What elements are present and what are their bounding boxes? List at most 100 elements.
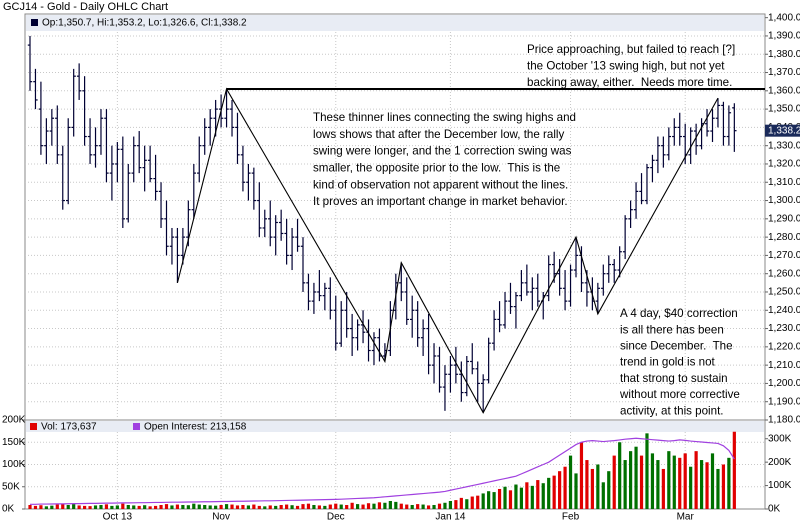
volume-bar [377, 502, 382, 509]
volume-bar [383, 502, 387, 509]
price-legend: Op:1,350.7, Hi:1,353.2, Lo:1,326.6, Cl:1… [42, 18, 247, 29]
volume-bar [263, 506, 267, 509]
volume-bar [629, 451, 633, 509]
volume-bar [181, 504, 185, 509]
volume-bar [186, 505, 190, 509]
volume-bar [721, 464, 726, 509]
volume-bar [705, 462, 709, 509]
y-tick-label: 1,400.0 [768, 12, 800, 23]
volume-bar [328, 504, 332, 509]
volume-bar [175, 504, 180, 509]
volume-bar [317, 505, 321, 509]
volume-bar [55, 504, 59, 509]
volume-bar [645, 433, 649, 509]
volume-bar [656, 460, 660, 509]
volume-bar [694, 451, 698, 509]
volume-bar [503, 486, 507, 509]
volume-bar [536, 480, 540, 509]
legend-swatch [31, 19, 38, 26]
volume-tick-label: 50K [2, 481, 20, 492]
volume-bar [93, 505, 98, 509]
annotation-text: smaller, the opposite prior to the low. … [313, 161, 560, 174]
volume-bar [448, 500, 453, 509]
annotation-text: swing were longer, and the 1 correction … [313, 145, 572, 158]
annotation-text: is all there has been [620, 323, 724, 336]
volume-bar [252, 504, 256, 509]
annotation-text: These thinner lines connecting the swing… [313, 111, 576, 124]
volume-bar [432, 504, 436, 509]
y-tick-label: 1,240.0 [768, 305, 800, 316]
volume-bar [421, 504, 425, 509]
volume-bar [607, 471, 611, 509]
volume-bar [426, 505, 431, 509]
volume-bar [547, 477, 551, 509]
volume-bar [137, 505, 141, 509]
volume-bar [710, 453, 715, 509]
volume-bar [153, 505, 158, 509]
volume-bar [579, 442, 584, 509]
x-tick-label: Mar [677, 512, 695, 523]
y-tick-label: 1,280.0 [768, 232, 800, 243]
volume-tick-label: 200K [2, 415, 26, 426]
volume-bar [121, 503, 125, 509]
volume-bar [44, 506, 48, 509]
volume-bar [727, 457, 731, 509]
volume-bar [312, 504, 316, 509]
volume-bar [492, 492, 496, 509]
volume-bar [596, 464, 600, 509]
y-tick-label: 1,320.0 [768, 159, 800, 170]
volume-bar [241, 504, 245, 509]
swing-line [176, 87, 719, 414]
y-tick-label: 1,300.0 [768, 195, 800, 206]
oi-swatch [133, 423, 140, 430]
volume-bar [246, 505, 250, 509]
x-tick-label: Oct 13 [103, 512, 133, 523]
volume-bar [208, 505, 212, 509]
volume-bar [219, 504, 223, 509]
volume-bar [110, 505, 114, 509]
volume-bar [72, 504, 76, 509]
volume-bar [623, 460, 627, 509]
volume-bar [618, 442, 622, 509]
volume-bar [689, 466, 693, 509]
volume-bar [585, 460, 589, 509]
marks [27, 35, 765, 509]
volume-bar [590, 468, 594, 509]
volume-bar [77, 505, 81, 509]
volume-bar [126, 504, 130, 509]
volume-bar [350, 502, 354, 509]
volume-bar [443, 502, 447, 509]
volume-bar [268, 505, 272, 509]
annotation-text: trend in gold is not [620, 356, 716, 369]
y-tick-label: 1,260.0 [768, 268, 800, 279]
volume-bar [170, 505, 174, 509]
annotation-text: A 4 day, $40 correction [620, 307, 738, 320]
volume-bar [639, 455, 644, 509]
volume-bar [405, 504, 409, 509]
volume-legend-strip [26, 421, 764, 432]
y-tick-label: 1,270.0 [768, 250, 800, 261]
volume-bar [203, 504, 207, 509]
volume-bar [192, 503, 196, 509]
annotation-text: without more corrective [619, 388, 740, 401]
volume-bar [661, 468, 665, 509]
volume-bar [612, 455, 616, 509]
annotation-text: that strong to sustain [620, 372, 728, 385]
volume-bar [634, 446, 638, 509]
volume-bar [525, 482, 529, 509]
volume-bar [61, 503, 65, 509]
volume-bar [568, 455, 573, 509]
volume-bar [235, 505, 240, 509]
volume-bar [33, 505, 38, 509]
volume-bar [164, 504, 169, 509]
volume-bar [459, 497, 463, 509]
annotation-text: lows shows that after the December low, … [313, 128, 565, 141]
volume-bar [508, 490, 513, 509]
volume-bar [416, 504, 420, 509]
volume-bar [541, 483, 545, 509]
volume-bar [563, 466, 567, 509]
volume-bar [290, 505, 294, 509]
volume-bar [279, 504, 283, 509]
y-tick-label: 1,230.0 [768, 323, 800, 334]
